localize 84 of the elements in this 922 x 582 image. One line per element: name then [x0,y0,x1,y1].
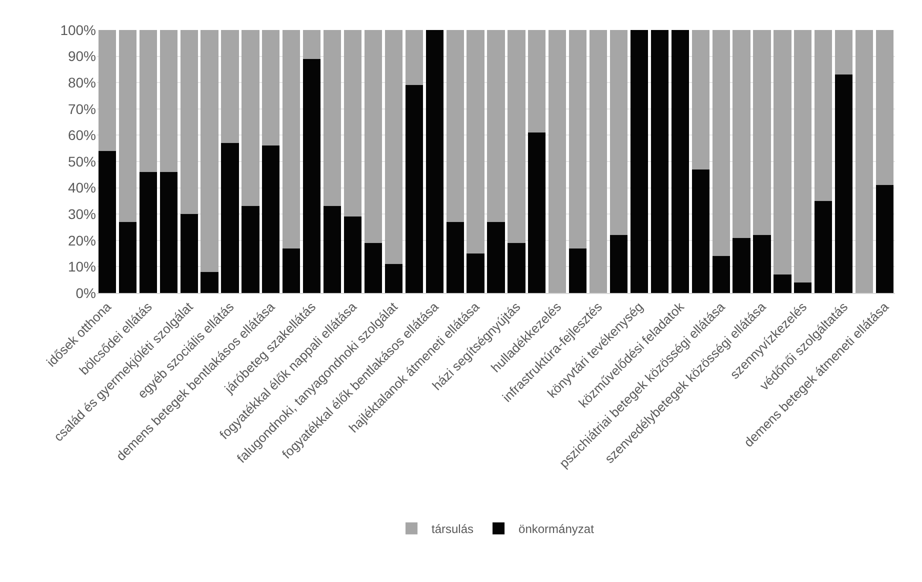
legend-label: önkormányzat [518,522,595,536]
y-tick-label: 0% [76,284,96,301]
bar [446,222,464,293]
bar [712,30,730,256]
bar [139,30,157,172]
bar [262,30,280,146]
bar [794,30,812,282]
bar [303,58,321,293]
bar [835,30,853,75]
legend-label: társulás [432,522,474,536]
y-tick-label: 100% [60,22,96,38]
y-tick-label: 60% [68,127,96,144]
bar [671,30,689,293]
bar [569,248,587,293]
bar [303,30,321,59]
bar [344,216,362,293]
y-tick-label: 90% [68,48,96,64]
bar [405,30,423,86]
bar [732,30,750,238]
bar [384,264,402,293]
bar [324,30,342,206]
bar [508,243,526,293]
y-tick-label: 50% [68,153,96,170]
bar [364,243,382,293]
bar [384,30,402,264]
bar [221,143,239,293]
y-tick-label: 30% [68,206,96,222]
bar [610,235,628,293]
bar [98,150,116,293]
bar [262,146,280,293]
y-tick-label: 70% [68,100,96,117]
bar [405,85,423,293]
bar [139,172,157,293]
bar [814,30,832,201]
bar [569,30,587,248]
bar [692,169,710,293]
bar [160,172,178,293]
bar [98,30,116,151]
bar [548,30,566,293]
bar [528,30,546,133]
bar [753,30,771,236]
bar [794,282,812,293]
bar [221,30,239,144]
bar [180,30,198,214]
y-tick-label: 10% [68,258,96,275]
bar [200,30,218,272]
bar [364,30,382,244]
bar [630,30,648,293]
bar [732,238,750,293]
bar [528,132,546,293]
bar [242,206,260,293]
bar [118,222,136,293]
bar [712,256,730,293]
bar [650,30,668,293]
bar [835,74,853,293]
bar [876,30,894,186]
bar [160,30,178,172]
bar [753,235,771,293]
bar [692,30,710,170]
bar [324,206,342,293]
bar [508,30,526,244]
bar [466,254,484,293]
bar [282,248,300,293]
bar [180,214,198,293]
bar [118,30,136,222]
bar [774,30,792,275]
bar [426,30,444,293]
bar [487,30,505,222]
bar [466,30,484,254]
bar [200,272,218,293]
bar [242,30,260,206]
bar [590,30,608,293]
bar [282,30,300,248]
y-tick-label: 20% [68,232,96,248]
bar [814,200,832,293]
bar [610,30,628,236]
bar [856,30,874,293]
y-tick-label: 80% [68,74,96,90]
bar [344,30,362,217]
bar [876,185,894,293]
bar [774,274,792,293]
bar [487,222,505,293]
bar [446,30,464,222]
y-tick-label: 40% [68,180,96,196]
